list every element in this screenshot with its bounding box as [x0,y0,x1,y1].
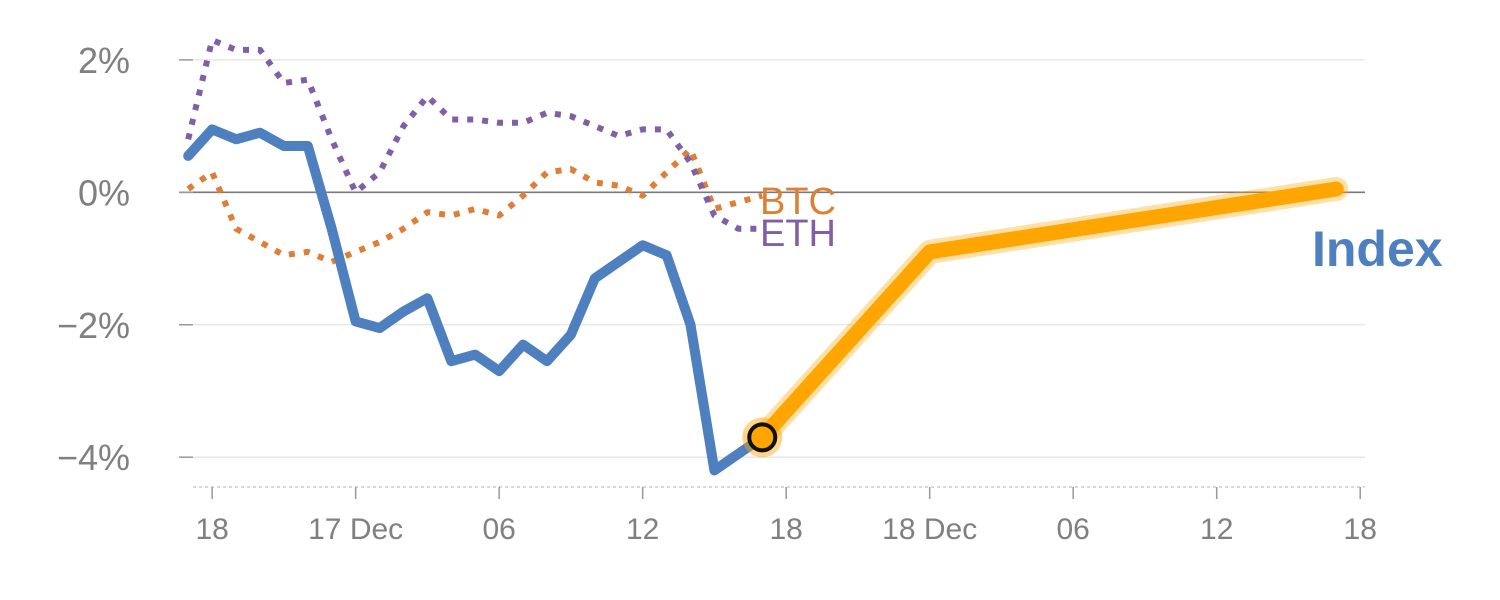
x-tick-label: 17 Dec [308,513,403,546]
y-axis: 2% 0% −2% −4% [57,40,193,478]
x-tick-label: 18 [1344,513,1377,546]
x-tick-label: 18 [195,513,228,546]
y-tick-label: −4% [57,437,130,478]
y-tick-label: 0% [78,172,130,213]
y-tick-label: −2% [57,305,130,346]
marker-point [747,422,778,453]
index-series-line [183,124,768,476]
series-labels: BTC ETH Index [760,181,1443,277]
current-point-marker [742,417,783,458]
btc-label: BTC [760,181,836,223]
x-tick-label: 18 [769,513,802,546]
grid-lines [179,59,1365,458]
eth-label: ETH [760,213,836,255]
x-tick-label: 06 [1057,513,1090,546]
y-tick-label: 2% [78,40,130,81]
forecast-series-line [754,181,1344,445]
x-axis: 18 17 Dec 06 12 18 18 Dec 06 12 18 [193,486,1377,546]
btc-series-line [186,146,764,265]
x-tick-label: 12 [626,513,659,546]
index-label: Index [1312,221,1443,277]
x-tick-label: 18 Dec [882,513,977,546]
x-tick-label: 12 [1200,513,1233,546]
series-layer [183,37,1349,476]
eth-series-line [185,37,763,232]
x-tick-label: 06 [482,513,515,546]
